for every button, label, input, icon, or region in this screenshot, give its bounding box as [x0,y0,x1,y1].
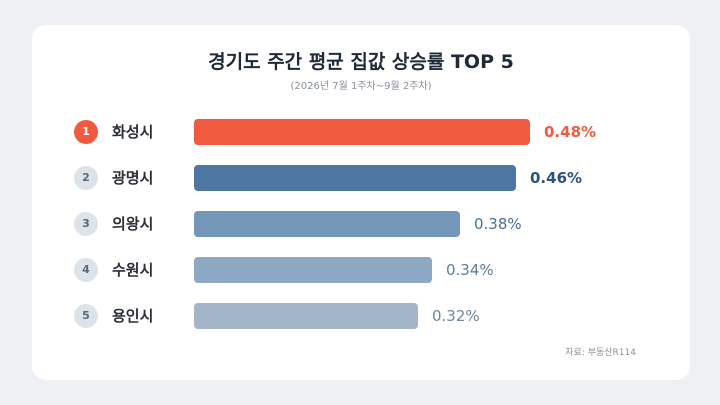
value-label: 0.38% [474,215,522,233]
rank-badge: 5 [74,304,98,328]
category-label: 의왕시 [112,215,154,233]
bar-row: 1 화성시 0.48% [32,119,690,145]
bar-row: 2 광명시 0.46% [32,165,690,191]
bar-row: 4 수원시 0.34% [32,257,690,283]
chart-subtitle: (2026년 7월 1주차~9월 2주차) [290,81,432,92]
bar [194,165,516,191]
value-label: 0.34% [446,261,494,279]
chart-title: 경기도 주간 평균 집값 상승률 TOP 5 [208,51,514,73]
rank-badge: 3 [74,212,98,236]
bar [194,257,432,283]
rank-badge: 4 [74,258,98,282]
source-note: 자료: 부동산R114 [565,348,636,358]
value-label: 0.48% [544,123,597,141]
rank-badge: 2 [74,166,98,190]
bar-row: 5 용인시 0.32% [32,303,690,329]
rank-badge: 1 [74,120,98,144]
chart-card: 경기도 주간 평균 집값 상승률 TOP 5 (2026년 7월 1주차~9월 … [32,25,690,380]
category-label: 수원시 [112,261,154,279]
value-label: 0.46% [530,169,583,187]
bar-row: 3 의왕시 0.38% [32,211,690,237]
bar [194,211,460,237]
value-label: 0.32% [432,307,480,325]
category-label: 화성시 [112,123,154,141]
category-label: 광명시 [112,169,154,187]
bar [194,303,418,329]
category-label: 용인시 [112,307,154,325]
bar [194,119,530,145]
